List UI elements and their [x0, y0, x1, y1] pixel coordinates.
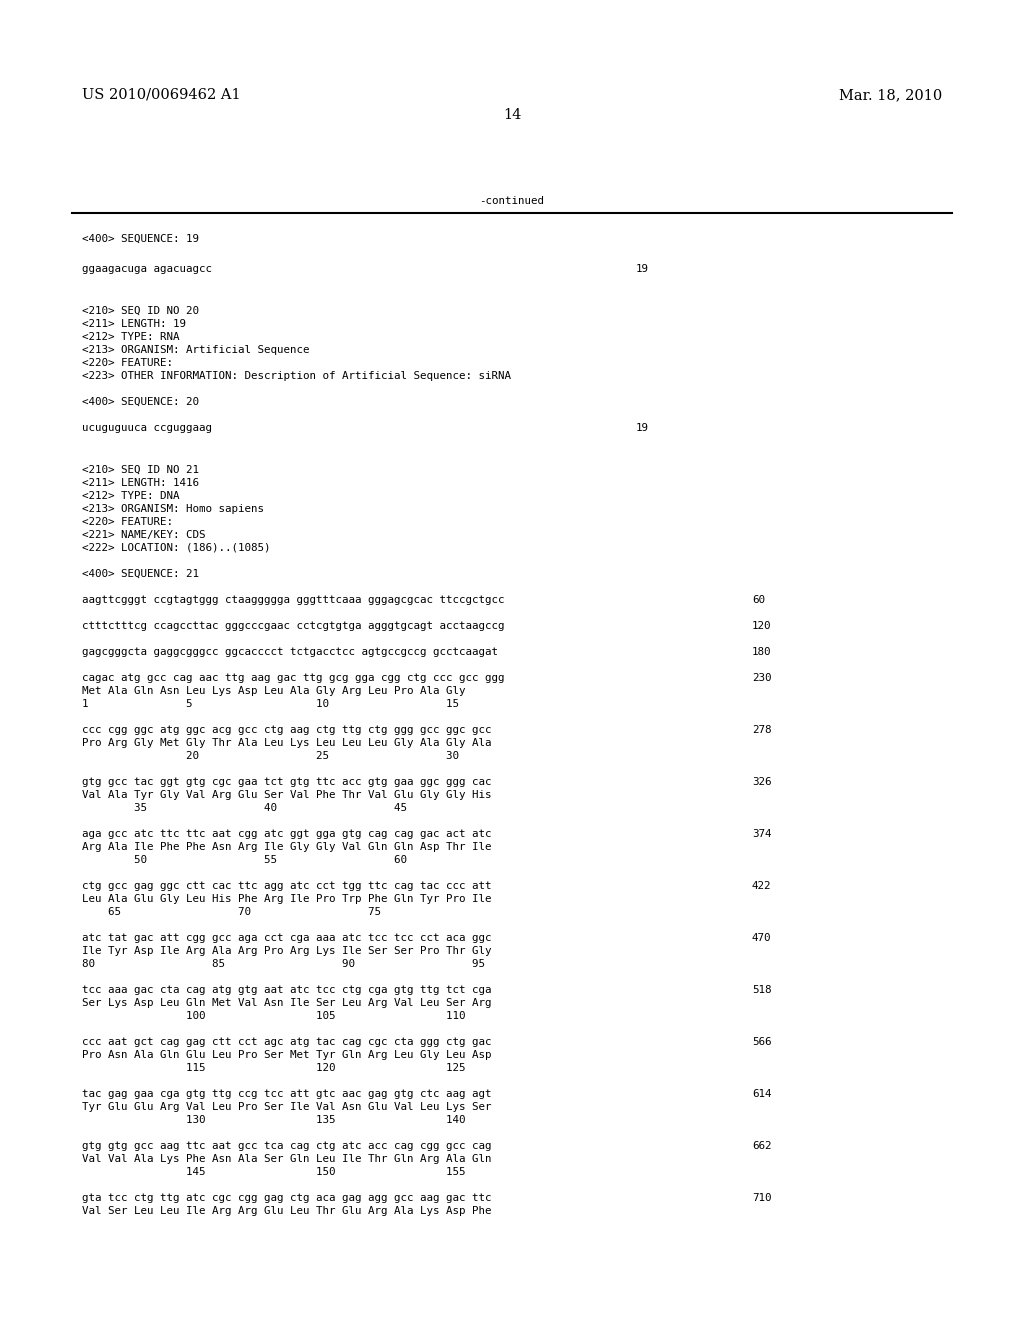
Text: Ile Tyr Asp Ile Arg Ala Arg Pro Arg Lys Ile Ser Ser Pro Thr Gly: Ile Tyr Asp Ile Arg Ala Arg Pro Arg Lys …	[82, 946, 492, 956]
Text: 422: 422	[752, 880, 771, 891]
Text: Pro Arg Gly Met Gly Thr Ala Leu Lys Leu Leu Leu Gly Ala Gly Ala: Pro Arg Gly Met Gly Thr Ala Leu Lys Leu …	[82, 738, 492, 748]
Text: 1               5                   10                  15: 1 5 10 15	[82, 700, 459, 709]
Text: 80                  85                  90                  95: 80 85 90 95	[82, 960, 485, 969]
Text: <400> SEQUENCE: 20: <400> SEQUENCE: 20	[82, 397, 199, 407]
Text: ctttctttcg ccagccttac gggcccgaac cctcgtgtga agggtgcagt acctaagccg: ctttctttcg ccagccttac gggcccgaac cctcgtg…	[82, 620, 505, 631]
Text: Val Ser Leu Leu Ile Arg Arg Glu Leu Thr Glu Arg Ala Lys Asp Phe: Val Ser Leu Leu Ile Arg Arg Glu Leu Thr …	[82, 1206, 492, 1216]
Text: Val Val Ala Lys Phe Asn Ala Ser Gln Leu Ile Thr Gln Arg Ala Gln: Val Val Ala Lys Phe Asn Ala Ser Gln Leu …	[82, 1154, 492, 1164]
Text: 130                 135                 140: 130 135 140	[82, 1115, 466, 1125]
Text: ctg gcc gag ggc ctt cac ttc agg atc cct tgg ttc cag tac ccc att: ctg gcc gag ggc ctt cac ttc agg atc cct …	[82, 880, 492, 891]
Text: <220> FEATURE:: <220> FEATURE:	[82, 358, 173, 368]
Text: 60: 60	[752, 595, 765, 605]
Text: <400> SEQUENCE: 21: <400> SEQUENCE: 21	[82, 569, 199, 579]
Text: <210> SEQ ID NO 20: <210> SEQ ID NO 20	[82, 306, 199, 315]
Text: <210> SEQ ID NO 21: <210> SEQ ID NO 21	[82, 465, 199, 475]
Text: Leu Ala Glu Gly Leu His Phe Arg Ile Pro Trp Phe Gln Tyr Pro Ile: Leu Ala Glu Gly Leu His Phe Arg Ile Pro …	[82, 894, 492, 904]
Text: -continued: -continued	[479, 195, 545, 206]
Text: tcc aaa gac cta cag atg gtg aat atc tcc ctg cga gtg ttg tct cga: tcc aaa gac cta cag atg gtg aat atc tcc …	[82, 985, 492, 995]
Text: ccc aat gct cag gag ctt cct agc atg tac cag cgc cta ggg ctg gac: ccc aat gct cag gag ctt cct agc atg tac …	[82, 1038, 492, 1047]
Text: 710: 710	[752, 1193, 771, 1203]
Text: atc tat gac att cgg gcc aga cct cga aaa atc tcc tcc cct aca ggc: atc tat gac att cgg gcc aga cct cga aaa …	[82, 933, 492, 942]
Text: <212> TYPE: DNA: <212> TYPE: DNA	[82, 491, 179, 502]
Text: Pro Asn Ala Gln Glu Leu Pro Ser Met Tyr Gln Arg Leu Gly Leu Asp: Pro Asn Ala Gln Glu Leu Pro Ser Met Tyr …	[82, 1049, 492, 1060]
Text: Met Ala Gln Asn Leu Lys Asp Leu Ala Gly Arg Leu Pro Ala Gly: Met Ala Gln Asn Leu Lys Asp Leu Ala Gly …	[82, 686, 466, 696]
Text: gagcgggcta gaggcgggcc ggcacccct tctgacctcc agtgccgccg gcctcaagat: gagcgggcta gaggcgggcc ggcacccct tctgacct…	[82, 647, 498, 657]
Text: <222> LOCATION: (186)..(1085): <222> LOCATION: (186)..(1085)	[82, 543, 270, 553]
Text: gtg gcc tac ggt gtg cgc gaa tct gtg ttc acc gtg gaa ggc ggg cac: gtg gcc tac ggt gtg cgc gaa tct gtg ttc …	[82, 777, 492, 787]
Text: 566: 566	[752, 1038, 771, 1047]
Text: aga gcc atc ttc ttc aat cgg atc ggt gga gtg cag cag gac act atc: aga gcc atc ttc ttc aat cgg atc ggt gga …	[82, 829, 492, 840]
Text: <221> NAME/KEY: CDS: <221> NAME/KEY: CDS	[82, 531, 206, 540]
Text: ggaagacuga agacuagcc: ggaagacuga agacuagcc	[82, 264, 212, 275]
Text: 470: 470	[752, 933, 771, 942]
Text: tac gag gaa cga gtg ttg ccg tcc att gtc aac gag gtg ctc aag agt: tac gag gaa cga gtg ttg ccg tcc att gtc …	[82, 1089, 492, 1100]
Text: 614: 614	[752, 1089, 771, 1100]
Text: 180: 180	[752, 647, 771, 657]
Text: 145                 150                 155: 145 150 155	[82, 1167, 466, 1177]
Text: cagac atg gcc cag aac ttg aag gac ttg gcg gga cgg ctg ccc gcc ggg: cagac atg gcc cag aac ttg aag gac ttg gc…	[82, 673, 505, 682]
Text: <211> LENGTH: 1416: <211> LENGTH: 1416	[82, 478, 199, 488]
Text: <220> FEATURE:: <220> FEATURE:	[82, 517, 173, 527]
Text: 120: 120	[752, 620, 771, 631]
Text: 518: 518	[752, 985, 771, 995]
Text: Mar. 18, 2010: Mar. 18, 2010	[839, 88, 942, 102]
Text: Val Ala Tyr Gly Val Arg Glu Ser Val Phe Thr Val Glu Gly Gly His: Val Ala Tyr Gly Val Arg Glu Ser Val Phe …	[82, 789, 492, 800]
Text: 662: 662	[752, 1140, 771, 1151]
Text: 35                  40                  45: 35 40 45	[82, 803, 407, 813]
Text: aagttcgggt ccgtagtggg ctaaggggga gggtttcaaa gggagcgcac ttccgctgcc: aagttcgggt ccgtagtggg ctaaggggga gggtttc…	[82, 595, 505, 605]
Text: 19: 19	[636, 264, 649, 275]
Text: ccc cgg ggc atg ggc acg gcc ctg aag ctg ttg ctg ggg gcc ggc gcc: ccc cgg ggc atg ggc acg gcc ctg aag ctg …	[82, 725, 492, 735]
Text: US 2010/0069462 A1: US 2010/0069462 A1	[82, 88, 241, 102]
Text: 100                 105                 110: 100 105 110	[82, 1011, 466, 1020]
Text: Tyr Glu Glu Arg Val Leu Pro Ser Ile Val Asn Glu Val Leu Lys Ser: Tyr Glu Glu Arg Val Leu Pro Ser Ile Val …	[82, 1102, 492, 1111]
Text: 115                 120                 125: 115 120 125	[82, 1063, 466, 1073]
Text: <212> TYPE: RNA: <212> TYPE: RNA	[82, 333, 179, 342]
Text: <211> LENGTH: 19: <211> LENGTH: 19	[82, 319, 186, 329]
Text: <400> SEQUENCE: 19: <400> SEQUENCE: 19	[82, 234, 199, 244]
Text: 230: 230	[752, 673, 771, 682]
Text: 19: 19	[636, 422, 649, 433]
Text: Arg Ala Ile Phe Phe Asn Arg Ile Gly Gly Val Gln Gln Asp Thr Ile: Arg Ala Ile Phe Phe Asn Arg Ile Gly Gly …	[82, 842, 492, 851]
Text: Ser Lys Asp Leu Gln Met Val Asn Ile Ser Leu Arg Val Leu Ser Arg: Ser Lys Asp Leu Gln Met Val Asn Ile Ser …	[82, 998, 492, 1008]
Text: <213> ORGANISM: Artificial Sequence: <213> ORGANISM: Artificial Sequence	[82, 345, 309, 355]
Text: <213> ORGANISM: Homo sapiens: <213> ORGANISM: Homo sapiens	[82, 504, 264, 513]
Text: ucuguguuca ccguggaag: ucuguguuca ccguggaag	[82, 422, 212, 433]
Text: 65                  70                  75: 65 70 75	[82, 907, 381, 917]
Text: 14: 14	[503, 108, 521, 121]
Text: gtg gtg gcc aag ttc aat gcc tca cag ctg atc acc cag cgg gcc cag: gtg gtg gcc aag ttc aat gcc tca cag ctg …	[82, 1140, 492, 1151]
Text: 326: 326	[752, 777, 771, 787]
Text: 278: 278	[752, 725, 771, 735]
Text: 50                  55                  60: 50 55 60	[82, 855, 407, 865]
Text: gta tcc ctg ttg atc cgc cgg gag ctg aca gag agg gcc aag gac ttc: gta tcc ctg ttg atc cgc cgg gag ctg aca …	[82, 1193, 492, 1203]
Text: 374: 374	[752, 829, 771, 840]
Text: 20                  25                  30: 20 25 30	[82, 751, 459, 762]
Text: <223> OTHER INFORMATION: Description of Artificial Sequence: siRNA: <223> OTHER INFORMATION: Description of …	[82, 371, 511, 381]
